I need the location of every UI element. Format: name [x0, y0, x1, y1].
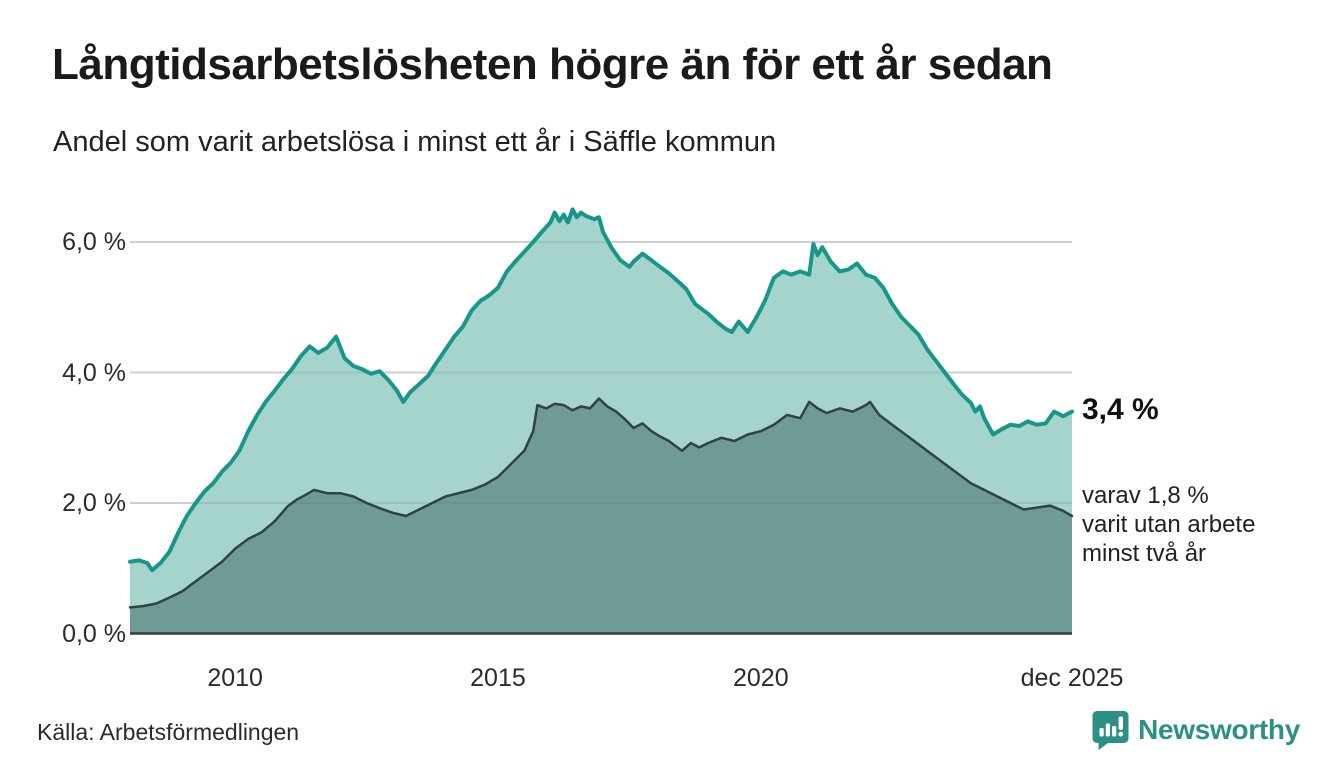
x-axis-tick-2020: 2020: [732, 664, 789, 692]
source-credit: Källa: Arbetsförmedlingen: [37, 719, 300, 745]
y-axis-tick-4: 4,0 %: [62, 358, 126, 387]
newsworthy-logo[interactable]: Newsworthy: [1092, 710, 1300, 750]
x-axis-tick-dec-2025: dec 2025: [1020, 664, 1124, 692]
series-end-value-label: 3,4 %: [1082, 393, 1159, 426]
page-subtitle: Andel som varit arbetslösa i minst ett å…: [53, 126, 777, 158]
y-axis-tick-0: 0,0 %: [62, 619, 126, 648]
x-axis-tick-2015: 2015: [470, 664, 526, 692]
x-axis-tick-2010: 2010: [207, 664, 263, 692]
newsworthy-wordmark: Newsworthy: [1138, 714, 1300, 745]
y-axis-tick-2: 2,0 %: [62, 489, 126, 517]
y-axis-tick-6: 6,0 %: [62, 228, 126, 256]
page-title: Långtidsarbetslösheten högre än för ett …: [52, 40, 1053, 89]
series-end-note-label: varav 1,8 % varit utan arbete minst två …: [1082, 482, 1256, 567]
newsworthy-chart-bubble-icon: [1092, 710, 1129, 750]
